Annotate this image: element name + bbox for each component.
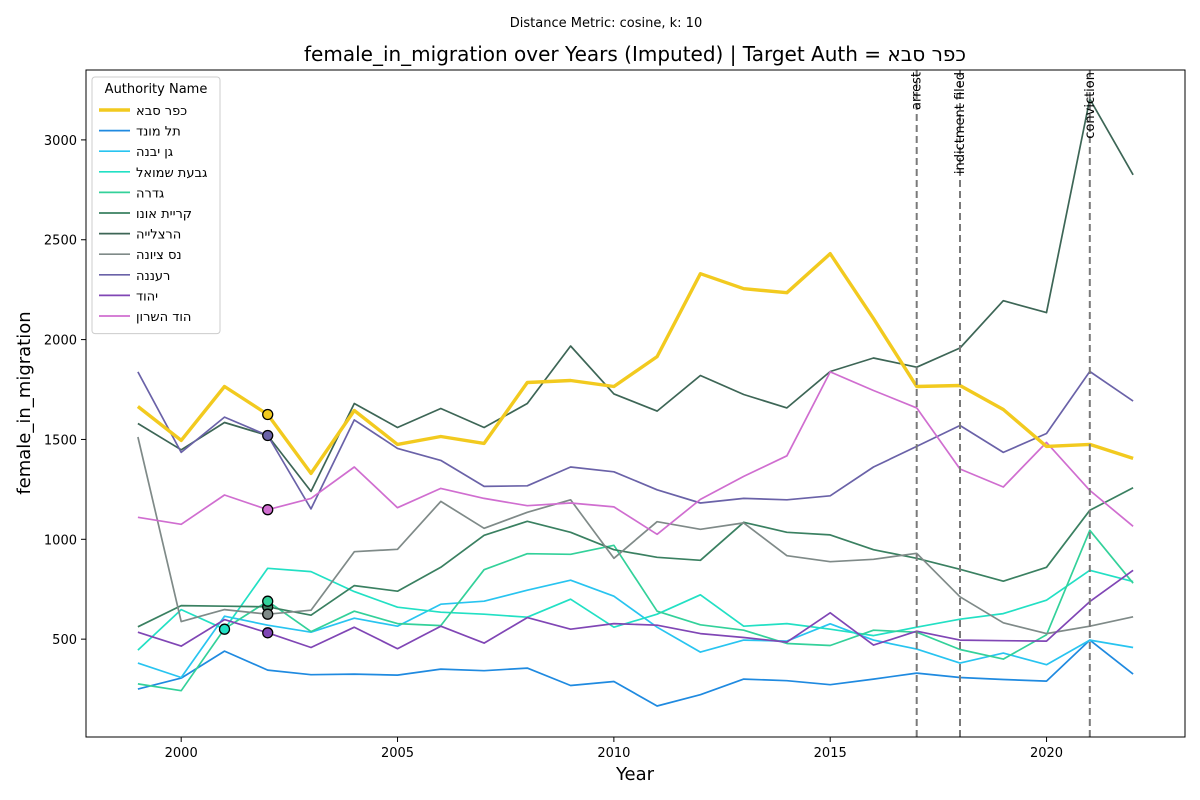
legend-item: נס ציונה <box>136 248 182 263</box>
legend-item: רעננה <box>136 269 170 284</box>
series-line <box>137 579 1134 679</box>
legend: Authority Name כפר סבא תל מונד גן יבנה גבעת … <box>91 76 221 335</box>
y-tick-label: 3000 <box>44 134 77 149</box>
series-line <box>137 436 1134 635</box>
chart-title: female_in_migration over Years (Imputed)… <box>304 42 966 66</box>
y-tick-label: 2500 <box>44 234 77 249</box>
y-tick-label: 2000 <box>44 334 77 349</box>
imputed-point <box>262 429 274 442</box>
imputed-point <box>262 627 274 639</box>
series-line <box>137 370 1134 510</box>
legend-item: הוד השרון <box>136 310 191 325</box>
imputed-point <box>262 595 274 607</box>
series-line <box>137 98 1134 493</box>
x-axis-label: Year <box>615 764 655 785</box>
y-tick-label: 1000 <box>44 533 77 548</box>
series-line <box>137 639 1134 707</box>
series-line <box>137 487 1134 628</box>
x-tick-label: 2005 <box>381 746 414 761</box>
imputed-point <box>262 608 274 620</box>
legend-item: כפר סבא <box>136 104 187 119</box>
y-axis-label: female_in_migration <box>14 311 35 494</box>
series-line <box>137 371 1134 536</box>
chart-suptitle: Distance Metric: cosine, k: 10 <box>510 16 702 31</box>
series-line <box>137 529 1134 692</box>
legend-item: קריית אונו <box>136 207 192 222</box>
legend-item: גן יבנה <box>136 145 173 160</box>
event-label: indictment filed <box>953 72 968 174</box>
legend-item: תל מונד <box>136 125 181 140</box>
x-tick-label: 2015 <box>814 746 847 761</box>
axes-frame <box>85 69 1186 738</box>
event-label: conviction <box>1083 72 1098 139</box>
legend-item: גבעת שמואל <box>136 166 207 181</box>
imputed-point <box>262 504 274 516</box>
series-line <box>136 251 1134 476</box>
x-tick-label: 2010 <box>597 746 630 761</box>
legend-title: Authority Name <box>105 82 208 97</box>
y-tick-label: 500 <box>52 633 77 648</box>
legend-box <box>91 76 221 335</box>
imputed-point <box>218 623 231 635</box>
legend-item: יהוד <box>136 289 158 304</box>
legend-item: גדרה <box>136 186 164 201</box>
y-tick-label: 1500 <box>44 433 77 448</box>
legend-item: הרצלייה <box>136 228 181 243</box>
series-line <box>137 567 1134 651</box>
plot-area: arrest indictment filed conviction 2000 2005… <box>44 69 1186 761</box>
event-label: arrest <box>910 72 925 110</box>
imputed-point <box>262 408 274 421</box>
x-tick-label: 2000 <box>165 746 198 761</box>
series-line <box>137 569 1134 650</box>
x-tick-label: 2020 <box>1030 746 1063 761</box>
